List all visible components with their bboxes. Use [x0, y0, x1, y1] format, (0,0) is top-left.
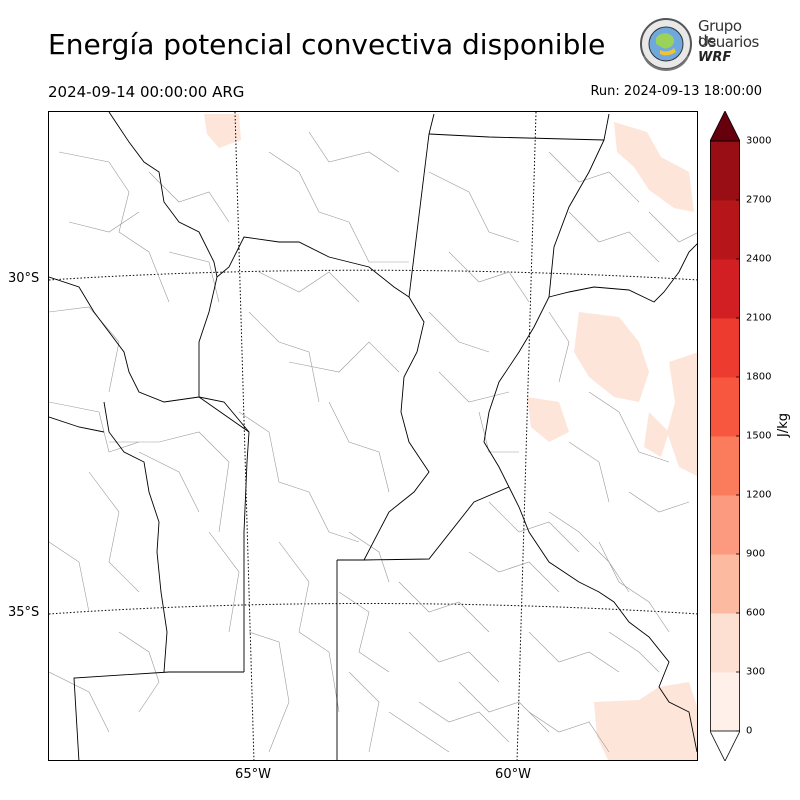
colorbar-tick-label: 1800 — [746, 371, 772, 383]
colorbar-band — [710, 259, 740, 319]
map-svg — [49, 112, 697, 760]
district-lines — [49, 131, 697, 753]
colorbar-band — [710, 554, 740, 614]
colorbar-svg — [709, 110, 741, 762]
colorbar-band — [710, 141, 740, 201]
colorbar-band — [710, 436, 740, 496]
cape-shading — [204, 114, 697, 760]
lat-label-35s: 35°S — [8, 605, 40, 620]
valid-time: 2024-09-14 00:00:00 ARG — [48, 83, 245, 101]
lon-label-60w: 60°W — [495, 767, 531, 782]
colorbar-tick-label: 1200 — [746, 489, 772, 501]
colorbar-under-triangle — [709, 730, 741, 762]
graticule — [49, 112, 697, 760]
colorbar-over-triangle — [709, 110, 741, 142]
colorbar-band — [710, 377, 740, 437]
colorbar-unit: J/kg — [776, 413, 791, 437]
map-panel — [48, 111, 698, 761]
colorbar-tick-label: 0 — [746, 725, 753, 737]
colorbar-tick-label: 300 — [746, 666, 766, 678]
colorbar-tick-label: 600 — [746, 607, 766, 619]
lon-label-65w: 65°W — [235, 767, 271, 782]
colorbar-tick-label: 1500 — [746, 430, 772, 442]
colorbar — [709, 110, 741, 762]
lat-label-30s: 30°S — [8, 271, 40, 286]
province-borders — [49, 112, 697, 760]
colorbar-tick-label: 3000 — [746, 135, 772, 147]
chart-title: Energía potencial convectiva disponible — [48, 28, 606, 61]
colorbar-band — [710, 613, 740, 673]
colorbar-tick-label: 2100 — [746, 312, 772, 324]
logo-line3: WRF — [698, 50, 732, 65]
globe-seal-icon — [640, 18, 692, 72]
colorbar-tick-label: 2400 — [746, 253, 772, 265]
run-time: Run: 2024-09-13 18:00:00 — [590, 84, 762, 99]
logo-line1: Grupo de — [698, 17, 742, 50]
colorbar-tick-label: 2700 — [746, 194, 772, 206]
wrf-logo: Grupo de Usuarios WRF — [638, 16, 759, 72]
colorbar-band — [710, 318, 740, 378]
colorbar-band — [710, 200, 740, 260]
colorbar-band — [710, 672, 740, 732]
colorbar-band — [710, 495, 740, 555]
logo-line2: Usuarios — [698, 33, 759, 51]
colorbar-tick-label: 900 — [746, 548, 766, 560]
